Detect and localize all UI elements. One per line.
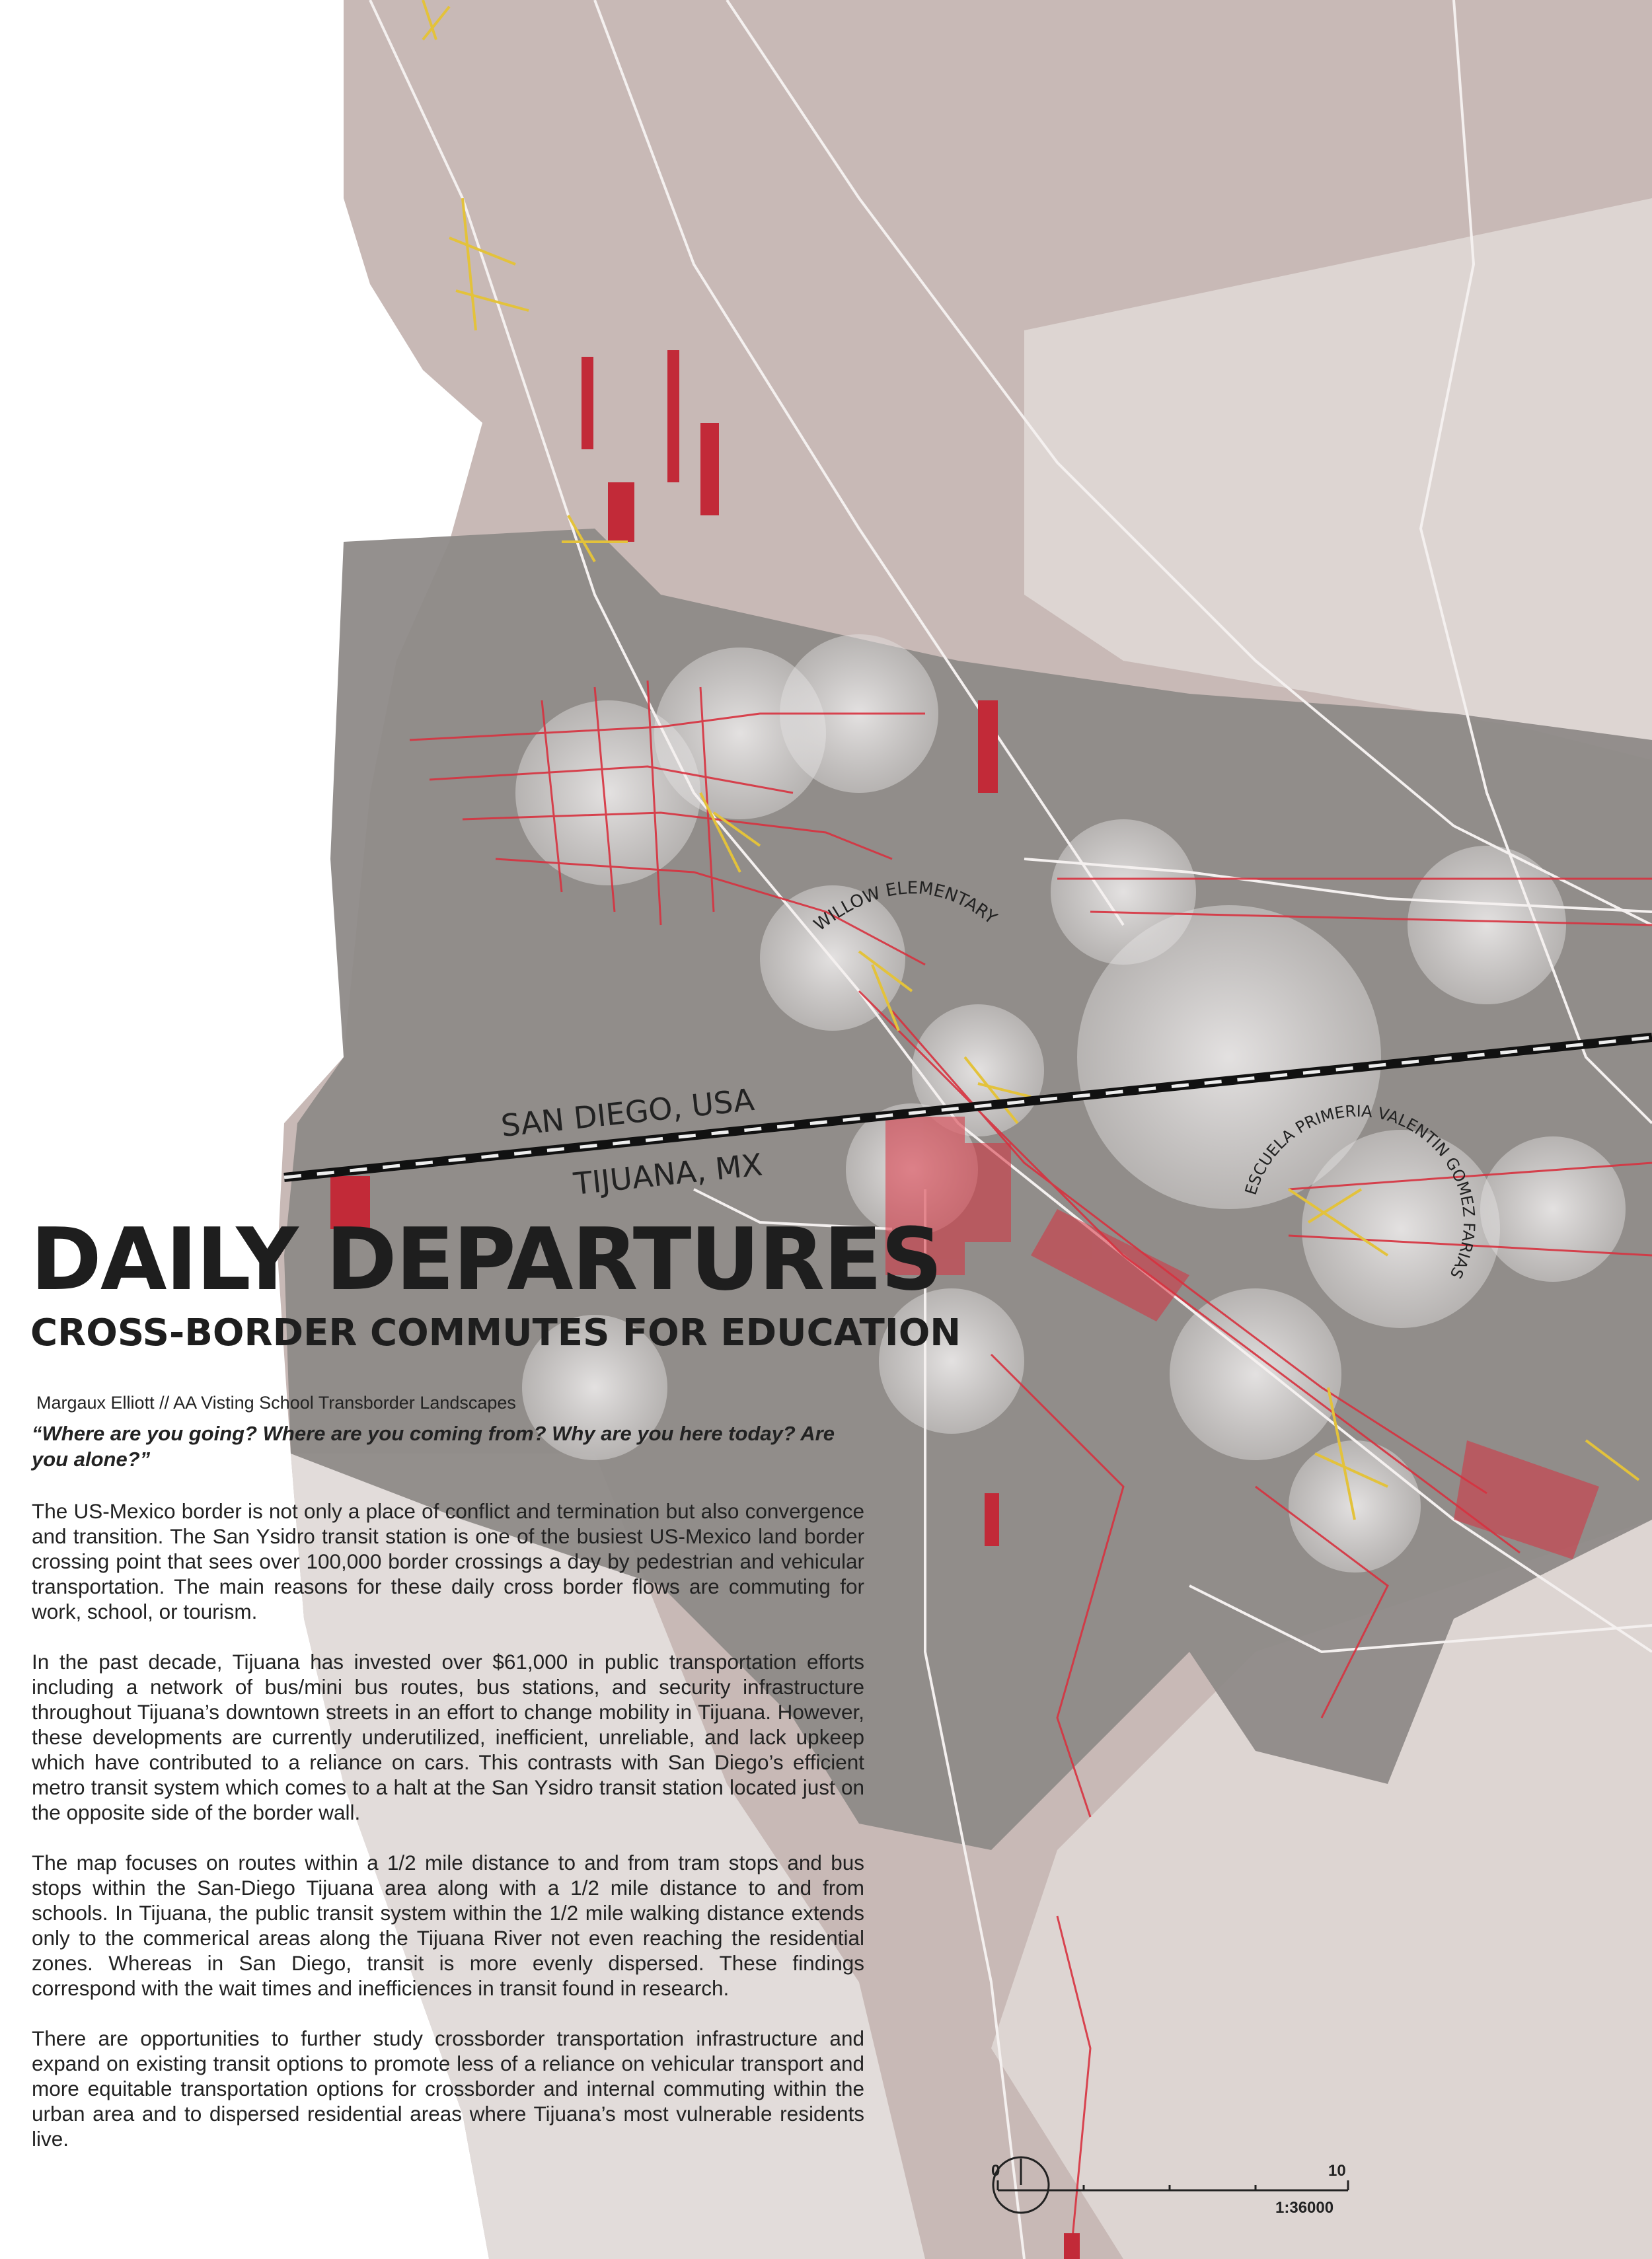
scale-start: 0 — [991, 2162, 1000, 2180]
scale-bar — [992, 2156, 1050, 2214]
border-wall — [283, 1033, 1652, 1182]
land-light-southwest — [291, 1454, 925, 2259]
transit-dense — [885, 1117, 1599, 1559]
roads — [369, 0, 1652, 2259]
poster-subtitle: CROSS-BORDER COMMUTES FOR EDUCATION — [30, 1312, 961, 1354]
paragraph-3: The map focuses on routes within a 1/2 m… — [32, 1851, 864, 2000]
land-light-east — [1024, 198, 1652, 760]
school-routes — [422, 0, 1640, 1520]
scale-ratio: 1:36000 — [1275, 2199, 1333, 2217]
body-text: The US-Mexico border is not only a place… — [32, 1499, 864, 2176]
paragraph-1: The US-Mexico border is not only a place… — [32, 1499, 864, 1623]
red-blocks — [330, 350, 1080, 2259]
scale-end: 10 — [1328, 2162, 1346, 2180]
paragraph-4: There are opportunities to further study… — [32, 2026, 864, 2151]
scale-ticks: 0 10 1:36000 — [991, 2162, 1349, 2217]
poster-title: DAILY DEPARTURES — [30, 1209, 943, 1310]
pull-quote: “Where are you going? Where are you comi… — [32, 1422, 835, 1471]
land-light-south — [991, 1520, 1652, 2259]
byline: Margaux Elliott // AA Visting School Tra… — [36, 1393, 516, 1413]
paragraph-2: In the past decade, Tijuana has invested… — [32, 1650, 864, 1824]
north-arrow-icon — [992, 2156, 1050, 2214]
transit-routes — [409, 680, 1652, 2259]
